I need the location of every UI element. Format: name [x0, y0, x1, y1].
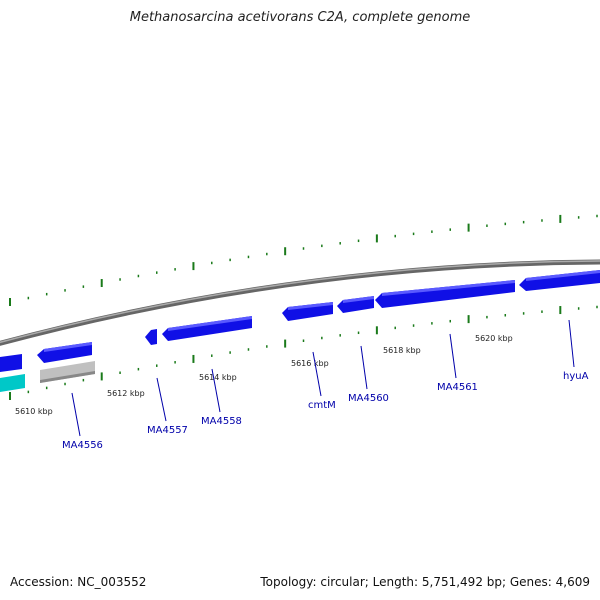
gene-arrow[interactable]	[0, 354, 22, 372]
accession-text: Accession: NC_003552	[10, 575, 147, 589]
scale-label-5610: 5610 kbp	[15, 407, 53, 416]
inner-tick-ring	[9, 305, 598, 400]
gene-MA4561-arrow[interactable]	[375, 280, 515, 308]
rna-feature[interactable]	[0, 374, 25, 392]
gene-label-hyuA[interactable]: hyuA	[563, 371, 589, 382]
gene-MA4558-arrow[interactable]	[162, 316, 252, 341]
scale-label-5612: 5612 kbp	[107, 389, 145, 398]
gene-track	[0, 270, 600, 392]
genome-backbone	[0, 259, 600, 346]
gene-hyuA-arrow[interactable]	[519, 270, 600, 291]
gene-label-MA4560[interactable]: MA4560	[348, 393, 389, 404]
genome-summary: Topology: circular; Length: 5,751,492 bp…	[260, 575, 590, 589]
scale-label-5620: 5620 kbp	[475, 334, 513, 343]
gene-labels: MA4556 MA4557 MA4558 cmtM MA4560 MA4561 …	[62, 371, 589, 451]
gene-MA4556-arrow[interactable]	[37, 342, 92, 363]
scale-label-5616: 5616 kbp	[291, 359, 329, 368]
scale-label-5614: 5614 kbp	[199, 373, 237, 382]
gene-label-MA4558[interactable]: MA4558	[201, 416, 242, 427]
outer-tick-ring	[9, 214, 598, 306]
gene-label-MA4557[interactable]: MA4557	[147, 425, 188, 436]
scale-label-5618: 5618 kbp	[383, 346, 421, 355]
gene-label-MA4561[interactable]: MA4561	[437, 382, 478, 393]
gene-label-MA4556[interactable]: MA4556	[62, 440, 103, 451]
pseudogene[interactable]	[40, 361, 95, 383]
scale-labels: 5610 kbp 5612 kbp 5614 kbp 5616 kbp 5618…	[15, 334, 513, 416]
map-title: Methanosarcina acetivorans C2A, complete…	[129, 10, 471, 25]
gene-MA4557-arrow[interactable]	[145, 329, 157, 345]
gene-label-cmtM[interactable]: cmtM	[308, 400, 336, 411]
gene-leader-lines	[71, 319, 575, 437]
